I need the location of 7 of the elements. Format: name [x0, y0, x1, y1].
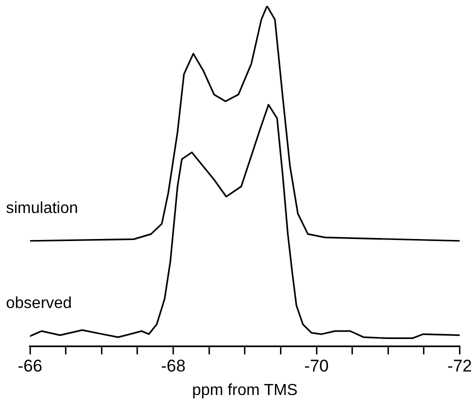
series-label: simulation — [6, 200, 78, 217]
x-tick-label: -72 — [447, 356, 472, 376]
x-tick-label: -68 — [160, 356, 186, 376]
x-axis-title: ppm from TMS — [192, 382, 298, 399]
series-label: observed — [6, 295, 72, 312]
x-tick-label: -70 — [304, 356, 329, 376]
x-tick-label: -66 — [18, 356, 42, 376]
